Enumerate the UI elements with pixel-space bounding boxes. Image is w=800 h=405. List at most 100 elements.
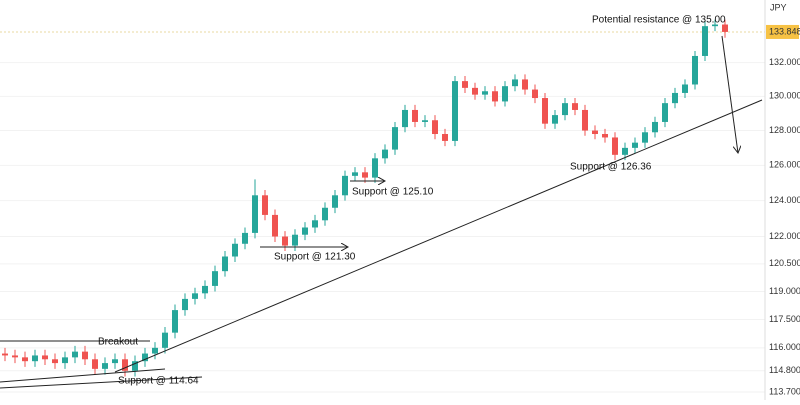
candle-body: [682, 84, 688, 93]
candle-body: [422, 120, 428, 122]
candle-body: [462, 81, 468, 88]
candle-body: [72, 351, 78, 358]
candle-body: [452, 81, 458, 141]
candle-body: [22, 357, 28, 362]
candle-body: [102, 363, 108, 369]
annotation: Support @ 114.64: [118, 376, 199, 387]
candle-body: [652, 121, 658, 133]
candle-body: [402, 109, 408, 128]
candle-body: [502, 86, 508, 102]
candle-body: [672, 92, 678, 104]
candle-body: [532, 89, 538, 99]
candle-body: [542, 98, 548, 124]
candle-body: [512, 79, 518, 87]
candle-body: [642, 132, 648, 143]
candle-body: [252, 195, 258, 233]
candle-body: [522, 79, 528, 90]
candle-body: [312, 220, 318, 228]
annotation: Breakout: [98, 337, 138, 348]
y-tick-label: 122.000: [769, 231, 800, 241]
candles: [2, 19, 728, 377]
y-tick-label: 116.000: [769, 342, 800, 352]
candle-body: [572, 103, 578, 110]
candle-body: [232, 243, 238, 257]
y-tick-label: 120.500: [769, 258, 800, 268]
candle-body: [172, 310, 178, 333]
candle-body: [192, 293, 198, 299]
annotation: Support @ 126.36: [570, 162, 652, 173]
trend-line: [114, 99, 763, 373]
candle-body: [692, 55, 698, 85]
candle-body: [212, 271, 218, 286]
candle-body: [132, 361, 138, 371]
y-tick-label: 132.000: [769, 57, 800, 67]
candle-body: [662, 103, 668, 122]
candle-body: [92, 359, 98, 369]
y-tick-label: 124.000: [769, 195, 800, 205]
price-axis: [765, 0, 800, 400]
y-tick-label: 128.000: [769, 125, 800, 135]
candle-body: [352, 172, 358, 176]
y-tick-label: 126.000: [769, 160, 800, 170]
candle-body: [122, 359, 128, 371]
candle-body: [602, 134, 608, 138]
candle-body: [432, 120, 438, 135]
candle-body: [382, 149, 388, 159]
candle-body: [702, 26, 708, 56]
grid: [0, 31, 765, 393]
candle-body: [32, 355, 38, 362]
candle-body: [152, 347, 158, 354]
y-tick-label: 130.000: [769, 91, 800, 101]
candle-body: [112, 359, 118, 364]
candle-body: [272, 214, 278, 237]
candle-body: [2, 353, 8, 356]
currency-label: JPY: [770, 2, 787, 12]
annotation: Support @ 121.30: [274, 252, 356, 263]
candle-body: [62, 357, 68, 364]
y-tick-label: 114.800: [769, 365, 800, 375]
candle-body: [472, 87, 478, 95]
candle-body: [142, 353, 148, 362]
arrow: [721, 35, 738, 153]
candle-body: [562, 103, 568, 116]
candle-body: [482, 91, 488, 95]
candle-body: [392, 127, 398, 150]
candle-body: [182, 298, 188, 311]
candle-body: [342, 175, 348, 196]
candle-body: [162, 332, 168, 348]
last-price-box: [766, 24, 799, 39]
candle-body: [492, 91, 498, 102]
candle-body: [322, 207, 328, 221]
candle-body: [332, 195, 338, 208]
candle-body: [412, 109, 418, 122]
candle-body: [302, 227, 308, 235]
y-tick-label: 113.700: [769, 386, 800, 396]
candle-body: [552, 115, 558, 124]
candle-body: [202, 285, 208, 294]
candle-body: [12, 355, 18, 358]
candle-body: [592, 130, 598, 135]
candle-body: [52, 359, 58, 364]
candle-body: [632, 142, 638, 148]
candle-body: [42, 355, 48, 360]
candle-body: [362, 172, 368, 178]
candle-body: [282, 236, 288, 246]
candle-body: [222, 256, 228, 272]
candle-body: [442, 134, 448, 141]
support-line: [0, 368, 166, 383]
candle-body: [722, 24, 728, 32]
annotation: Support @ 125.10: [352, 187, 434, 198]
y-axis: 132.000 130.000 128.000 126.000 124.000 122.0…: [766, 24, 800, 396]
candle-body: [712, 24, 718, 27]
annotation: Potential resistance @ 135.00: [592, 15, 726, 26]
support-line: [0, 376, 203, 389]
last-price-label: 133.848: [769, 26, 800, 36]
candle-body: [582, 109, 588, 131]
candle-body: [242, 232, 248, 244]
candle-body: [292, 234, 298, 246]
candle-body: [262, 195, 268, 215]
candle-body: [622, 147, 628, 155]
candle-body: [82, 351, 88, 360]
